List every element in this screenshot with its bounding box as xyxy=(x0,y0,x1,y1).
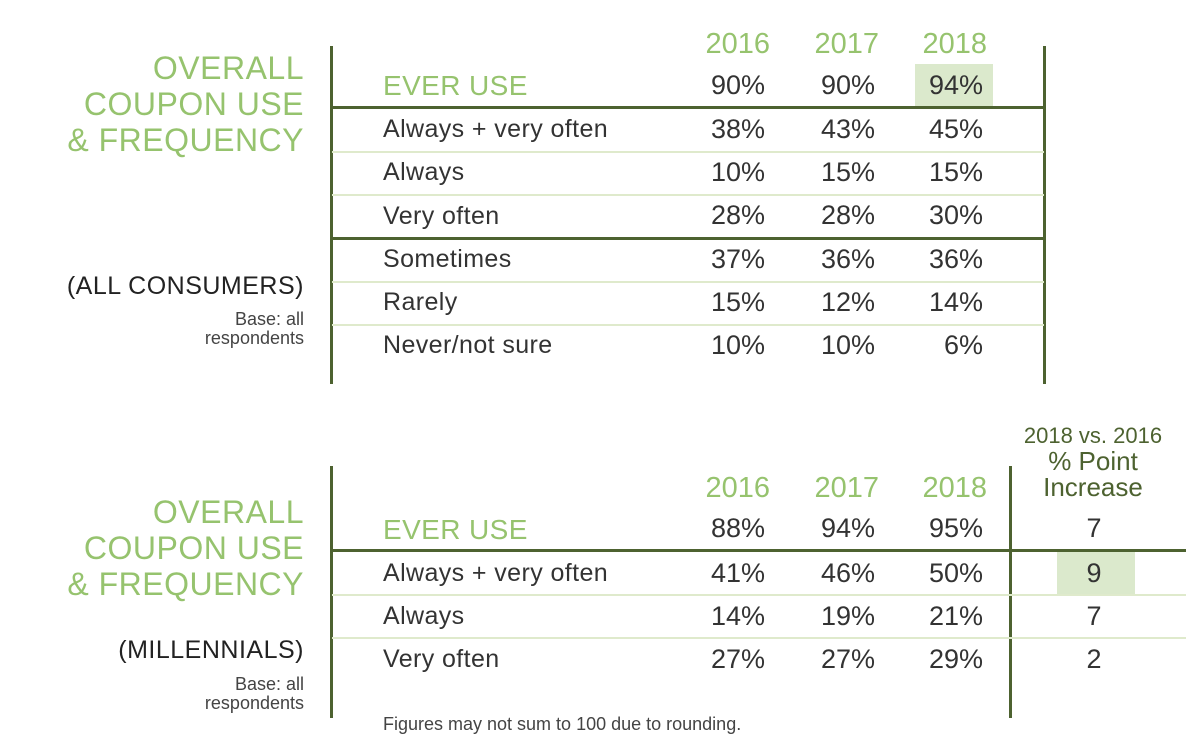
table1-right-rule xyxy=(1043,46,1046,384)
table1-row-divider xyxy=(332,194,1044,196)
table1-cell: 15% xyxy=(928,157,983,187)
table2-increase-header-line2: % Point xyxy=(1048,446,1138,476)
table1-base-note: Base: all respondents xyxy=(204,309,304,348)
table1-cell: 36% xyxy=(820,244,875,274)
table2-increase-cell: 2 xyxy=(1086,644,1102,674)
table1-cell: 15% xyxy=(710,287,765,317)
table2-row-label: Very often xyxy=(383,645,500,673)
table2-increase-cell: 9 xyxy=(1086,558,1102,588)
table2-row-divider xyxy=(332,594,1186,596)
table2-cell: 27% xyxy=(710,644,765,674)
table1-row-label: Very often xyxy=(383,202,500,230)
table2-increase-cell: 7 xyxy=(1086,601,1102,631)
table1-cell: 36% xyxy=(928,244,983,274)
table2-col-2018: 2018 xyxy=(922,472,987,504)
table1-cell: 10% xyxy=(710,157,765,187)
table1-cell: 28% xyxy=(710,200,765,230)
table1-col-2016: 2016 xyxy=(705,28,770,60)
table1-rule-after-very-often xyxy=(332,237,1046,240)
table1-cell: 15% xyxy=(820,157,875,187)
table1-row-label: Always + very often xyxy=(383,115,609,143)
table1-cell: 90% xyxy=(710,70,765,100)
table2-cell: 21% xyxy=(928,601,983,631)
table2-increase-rule xyxy=(1009,466,1012,718)
table2-subtitle: (MILLENNIALS) xyxy=(118,636,304,664)
table1-title-line2: COUPON USE xyxy=(83,86,304,122)
table1-cell: 10% xyxy=(710,330,765,360)
table2-cell: 41% xyxy=(710,558,765,588)
table2-cell: 14% xyxy=(710,601,765,631)
table1-cell: 38% xyxy=(710,114,765,144)
footnote: Figures may not sum to 100 due to roundi… xyxy=(383,714,742,734)
table1-row-label: Never/not sure xyxy=(383,331,553,359)
table2-col-2016: 2016 xyxy=(705,472,770,504)
table1-cell: 90% xyxy=(820,70,875,100)
table1-cell: 14% xyxy=(928,287,983,317)
table1-cell: 30% xyxy=(928,200,983,230)
table2-row-label: EVER USE xyxy=(383,514,528,545)
table2-left-rule xyxy=(330,466,333,718)
table2-cell: 27% xyxy=(820,644,875,674)
table1-row-divider xyxy=(332,324,1044,326)
table2-cell: 46% xyxy=(820,558,875,588)
table2-cell: 95% xyxy=(928,513,983,543)
table2-base-note: Base: all respondents xyxy=(204,674,304,713)
table1-col-2017: 2017 xyxy=(814,28,879,60)
table1-left-rule xyxy=(330,46,333,384)
table2-title-line2: COUPON USE xyxy=(83,530,304,566)
table1-subtitle: (ALL CONSUMERS) xyxy=(66,272,304,300)
table1-title-line3: & FREQUENCY xyxy=(67,122,304,158)
table1-cell: 94% xyxy=(928,70,983,100)
table1-rule-after-ever-use xyxy=(332,106,1046,109)
table1-row-divider xyxy=(332,151,1044,153)
table2-row-label: Always xyxy=(383,602,465,630)
table1-cell: 10% xyxy=(820,330,875,360)
table2-row-divider xyxy=(332,637,1186,639)
table1-col-2018: 2018 xyxy=(922,28,987,60)
table2-col-2017: 2017 xyxy=(814,472,879,504)
table1-cell: 45% xyxy=(928,114,983,144)
table1-title-line1: OVERALL xyxy=(152,50,304,86)
table1-row-divider xyxy=(332,281,1044,283)
table2-cell: 29% xyxy=(928,644,983,674)
table1-highlight-2018-ever-use xyxy=(915,64,993,107)
table1-row-label: Rarely xyxy=(383,288,458,316)
table1-cell: 6% xyxy=(943,330,983,360)
table2-row-label: Always + very often xyxy=(383,559,609,587)
table1-cell: 28% xyxy=(820,200,875,230)
table2-cell: 19% xyxy=(820,601,875,631)
table2-highlight-increase xyxy=(1057,552,1135,594)
table2-increase-header-line1: 2018 vs. 2016 xyxy=(1023,423,1163,448)
table2-title-line1: OVERALL xyxy=(152,494,304,530)
table2-rule-after-ever-use xyxy=(332,549,1186,552)
table2-cell: 94% xyxy=(820,513,875,543)
table1-row-label: Always xyxy=(383,158,465,186)
table2-cell: 88% xyxy=(710,513,765,543)
table2-increase-cell: 7 xyxy=(1086,513,1102,543)
table1-row-label: Sometimes xyxy=(383,245,512,273)
table1-cell: 43% xyxy=(820,114,875,144)
table2-cell: 50% xyxy=(928,558,983,588)
table1-row-label: EVER USE xyxy=(383,70,528,101)
table2-title-line3: & FREQUENCY xyxy=(67,566,304,602)
table2-increase-header-line3: Increase xyxy=(1043,472,1143,502)
table1-cell: 37% xyxy=(710,244,765,274)
table1-cell: 12% xyxy=(820,287,875,317)
